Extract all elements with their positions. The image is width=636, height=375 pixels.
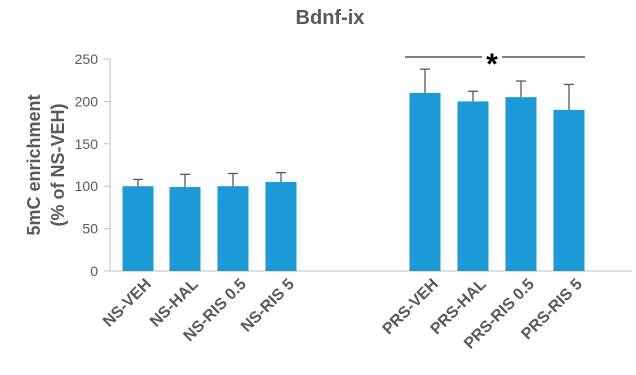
y-tick-label: 100 <box>75 178 99 194</box>
bars <box>122 92 585 272</box>
x-tick-label: NS-VEH <box>100 276 155 331</box>
bar <box>505 97 537 271</box>
error-bar <box>276 171 286 182</box>
bar <box>409 92 441 271</box>
bar <box>122 186 154 271</box>
y-tick-label: 150 <box>75 136 99 152</box>
bar <box>265 181 297 271</box>
y-tick-label: 50 <box>82 221 98 237</box>
y-axis-ticks: 0 50 100 150 200 250 <box>75 51 110 279</box>
y-axis-label: 5mC enrichment (% of NS-VEH) <box>24 94 68 235</box>
significance-star: * <box>486 48 498 81</box>
error-bar <box>468 90 478 102</box>
y-tick-label: 250 <box>75 51 99 67</box>
error-bar <box>516 80 526 98</box>
error-bar <box>420 68 430 93</box>
error-bar <box>180 173 190 188</box>
error-bar <box>133 178 143 187</box>
y-axis-label-line2: (% of NS-VEH) <box>48 104 68 227</box>
error-bar <box>228 172 238 187</box>
x-tick-label: NS-RIS 5 <box>238 276 298 336</box>
error-bars <box>133 68 574 188</box>
bar <box>169 187 201 271</box>
y-tick-label: 200 <box>75 93 99 109</box>
bar <box>457 101 489 272</box>
bar <box>217 186 249 271</box>
chart-title: Bdnf-ix <box>296 7 365 29</box>
y-tick-label: 0 <box>90 263 98 279</box>
significance-marker: * <box>405 48 585 81</box>
error-bar <box>564 83 574 110</box>
bar <box>553 109 585 271</box>
y-axis-label-line1: 5mC enrichment <box>24 94 44 235</box>
